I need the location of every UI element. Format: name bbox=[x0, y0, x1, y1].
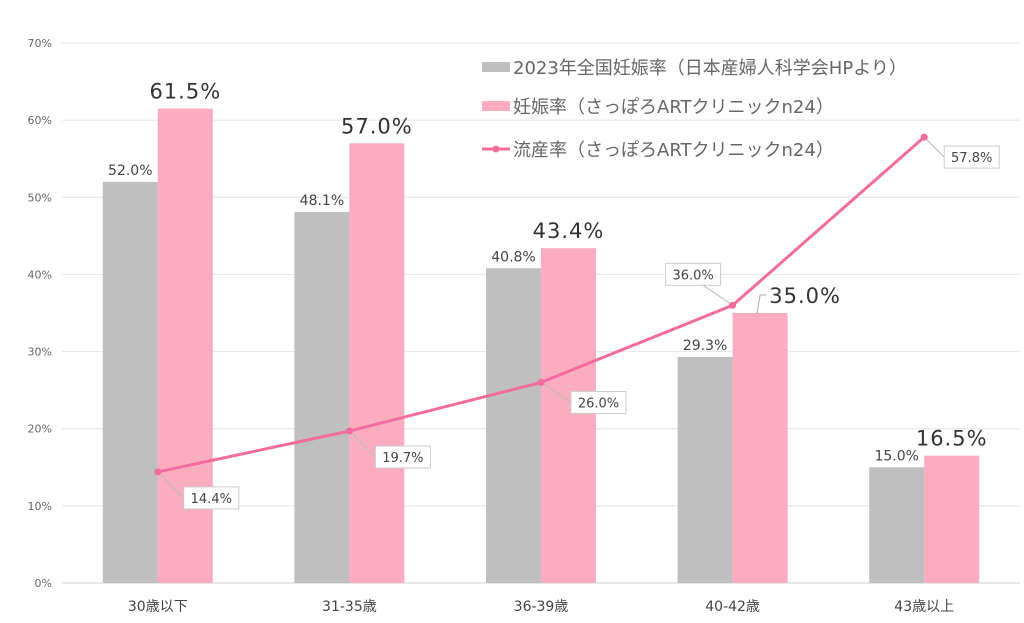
callout-box bbox=[374, 445, 431, 469]
y-tick-label: 50% bbox=[28, 191, 52, 204]
bar-label-national: 48.1% bbox=[300, 193, 344, 209]
callout-box bbox=[183, 486, 240, 510]
y-tick-label: 70% bbox=[28, 37, 52, 50]
label-leader bbox=[756, 294, 767, 314]
line-label: 26.0% bbox=[578, 396, 619, 411]
bar-clinic bbox=[157, 108, 213, 584]
legend-label: 流産率（さっぽろARTクリニックn24） bbox=[513, 140, 834, 161]
legend-swatch-point bbox=[492, 145, 500, 153]
bar-label-clinic: 43.4% bbox=[533, 219, 605, 243]
x-axis: 30歳以下 31-35歳 36-39歳 40-42歳 43歳以上 bbox=[128, 599, 954, 615]
legend: 2023年全国妊娠率（日本産婦人科学会HPより） 妊娠率（さっぽろARTクリニック… bbox=[482, 58, 907, 161]
bar-clinic bbox=[349, 143, 405, 584]
callout-box bbox=[943, 145, 1000, 169]
callout-leader bbox=[923, 136, 945, 158]
bar-label-clinic: 61.5% bbox=[149, 80, 221, 104]
bar-label-clinic: 16.5% bbox=[916, 427, 988, 451]
line-point bbox=[154, 468, 162, 476]
bar-label-national: 40.8% bbox=[491, 249, 535, 265]
line-label: 19.7% bbox=[382, 451, 423, 466]
bar-clinic bbox=[541, 248, 596, 583]
legend-swatch-national bbox=[482, 62, 510, 72]
bar-national bbox=[869, 467, 925, 583]
y-tick-label: 40% bbox=[28, 268, 52, 281]
miscarriage-line: 14.4% 19.7% 26.0% 36.0% 57.8% bbox=[154, 133, 1000, 510]
bar-label-clinic: 57.0% bbox=[341, 114, 413, 138]
x-tick-label: 30歳以下 bbox=[128, 599, 188, 615]
x-tick-label: 36-39歳 bbox=[514, 599, 569, 615]
data-labels: 52.0% 48.1% 40.8% 29.3% 15.0% 61.5% 57.0% 43.4%… bbox=[108, 80, 988, 465]
callout-leader bbox=[157, 471, 185, 499]
y-tick-label: 60% bbox=[28, 114, 52, 127]
line-point bbox=[920, 133, 928, 141]
callout-leader bbox=[349, 430, 376, 458]
line-label: 57.8% bbox=[951, 151, 992, 166]
bar-label-national: 29.3% bbox=[683, 338, 727, 354]
y-tick-label: 30% bbox=[28, 346, 52, 359]
callout-box bbox=[570, 390, 627, 414]
bar-label-national: 52.0% bbox=[108, 163, 152, 179]
x-tick-label: 31-35歳 bbox=[322, 599, 377, 615]
line-point bbox=[537, 378, 545, 386]
legend-label: 妊娠率（さっぽろARTクリニックn24） bbox=[513, 97, 834, 118]
legend-label: 2023年全国妊娠率（日本産婦人科学会HPより） bbox=[513, 58, 907, 79]
bar-national bbox=[294, 211, 350, 583]
bar-clinic bbox=[924, 455, 980, 583]
bar-national bbox=[102, 181, 158, 583]
bar-clinic bbox=[732, 313, 788, 583]
legend-swatch-clinic bbox=[482, 101, 510, 111]
callout-leader bbox=[702, 284, 733, 306]
callout-box bbox=[665, 262, 722, 286]
line-point bbox=[345, 427, 353, 435]
y-tick-label: 20% bbox=[28, 423, 52, 436]
line-label: 36.0% bbox=[672, 268, 713, 283]
bar-label-national: 15.0% bbox=[874, 448, 918, 464]
line-label: 14.4% bbox=[191, 492, 232, 507]
bar-national bbox=[486, 268, 541, 583]
callout-leader bbox=[540, 382, 572, 403]
x-tick-label: 40-42歳 bbox=[705, 599, 760, 615]
y-tick-label: 10% bbox=[28, 500, 52, 513]
line-point bbox=[729, 301, 737, 309]
y-axis: 0% 10% 20% 30% 40% 50% 60% 70% bbox=[28, 37, 52, 590]
bar-label-clinic: 35.0% bbox=[769, 284, 841, 308]
y-tick-label: 0% bbox=[35, 577, 52, 590]
x-tick-label: 43歳以上 bbox=[894, 599, 954, 615]
bar-national bbox=[677, 356, 733, 583]
bars bbox=[102, 108, 980, 584]
